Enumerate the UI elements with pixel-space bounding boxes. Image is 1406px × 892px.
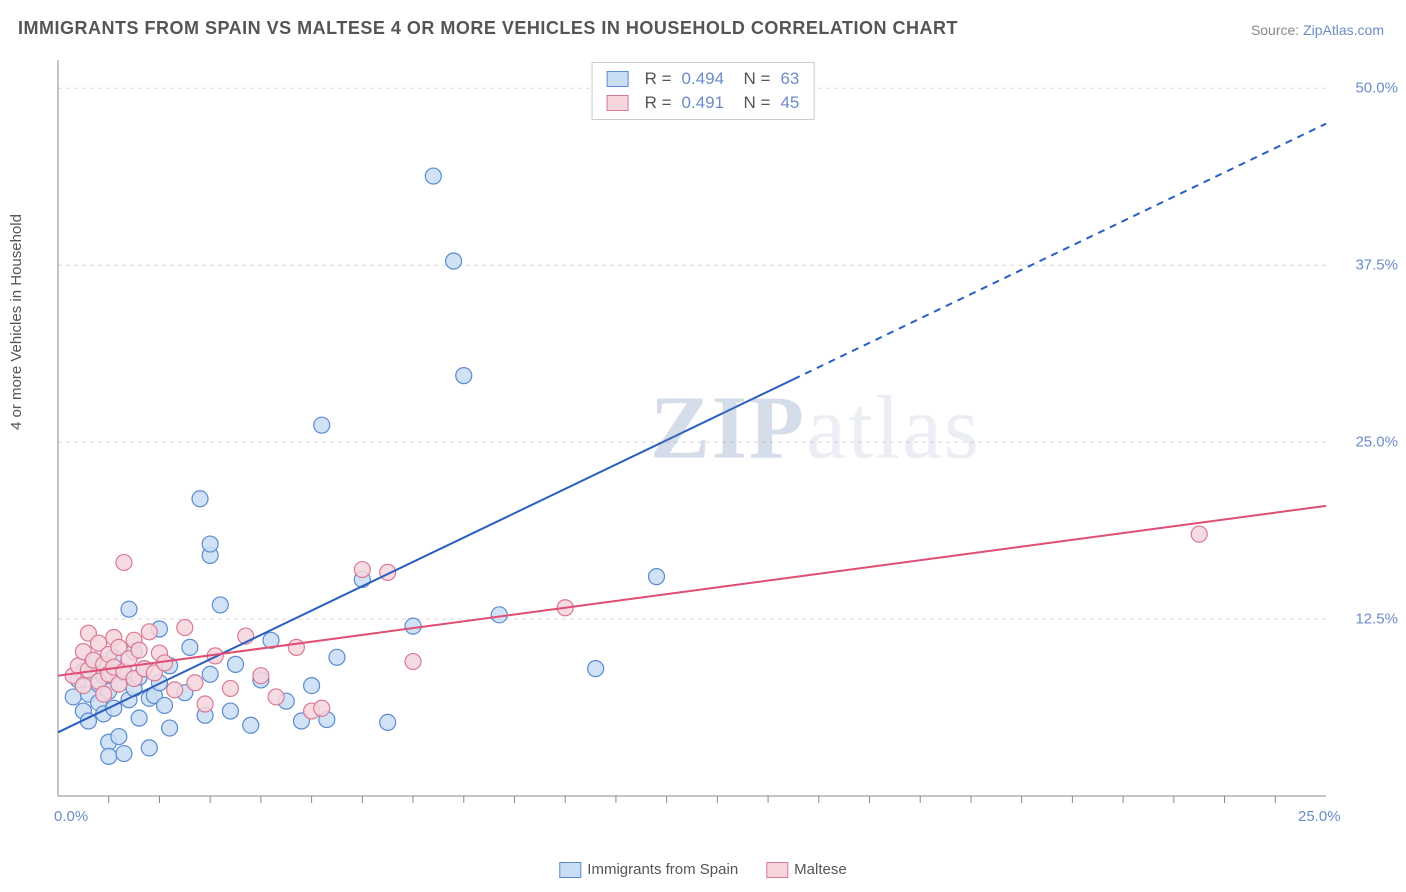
legend-r-value: 0.491 [682, 93, 734, 113]
x-tick-label: 0.0% [54, 808, 88, 825]
y-axis-label: 4 or more Vehicles in Household [8, 214, 25, 430]
legend-label: Immigrants from Spain [587, 861, 738, 878]
legend-n-label: N = [744, 69, 771, 89]
legend-item: Maltese [766, 861, 847, 878]
scatter-chart-svg [52, 60, 1382, 820]
legend-swatch [559, 862, 581, 878]
y-tick-label: 50.0% [1355, 80, 1398, 97]
legend-n-label: N = [744, 93, 771, 113]
legend-r-label: R = [645, 93, 672, 113]
legend-row: R = 0.494 N = 63 [607, 67, 800, 91]
source-value: ZipAtlas.com [1303, 22, 1384, 38]
y-tick-label: 25.0% [1355, 434, 1398, 451]
legend-swatch [766, 862, 788, 878]
legend-item: Immigrants from Spain [559, 861, 738, 878]
series-legend: Immigrants from Spain Maltese [559, 861, 846, 878]
legend-n-value: 63 [780, 69, 799, 89]
source-label: Source: [1251, 22, 1299, 38]
source-attribution: Source: ZipAtlas.com [1251, 22, 1384, 38]
legend-label: Maltese [794, 861, 847, 878]
legend-r-label: R = [645, 69, 672, 89]
legend-n-value: 45 [780, 93, 799, 113]
y-tick-label: 37.5% [1355, 257, 1398, 274]
legend-row: R = 0.491 N = 45 [607, 91, 800, 115]
legend-swatch [607, 95, 629, 111]
chart-area [52, 60, 1382, 820]
chart-title: IMMIGRANTS FROM SPAIN VS MALTESE 4 OR MO… [18, 18, 958, 39]
legend-swatch [607, 71, 629, 87]
y-tick-label: 12.5% [1355, 611, 1398, 628]
x-tick-label: 25.0% [1298, 808, 1341, 825]
legend-r-value: 0.494 [682, 69, 734, 89]
correlation-legend: R = 0.494 N = 63 R = 0.491 N = 45 [592, 62, 815, 120]
